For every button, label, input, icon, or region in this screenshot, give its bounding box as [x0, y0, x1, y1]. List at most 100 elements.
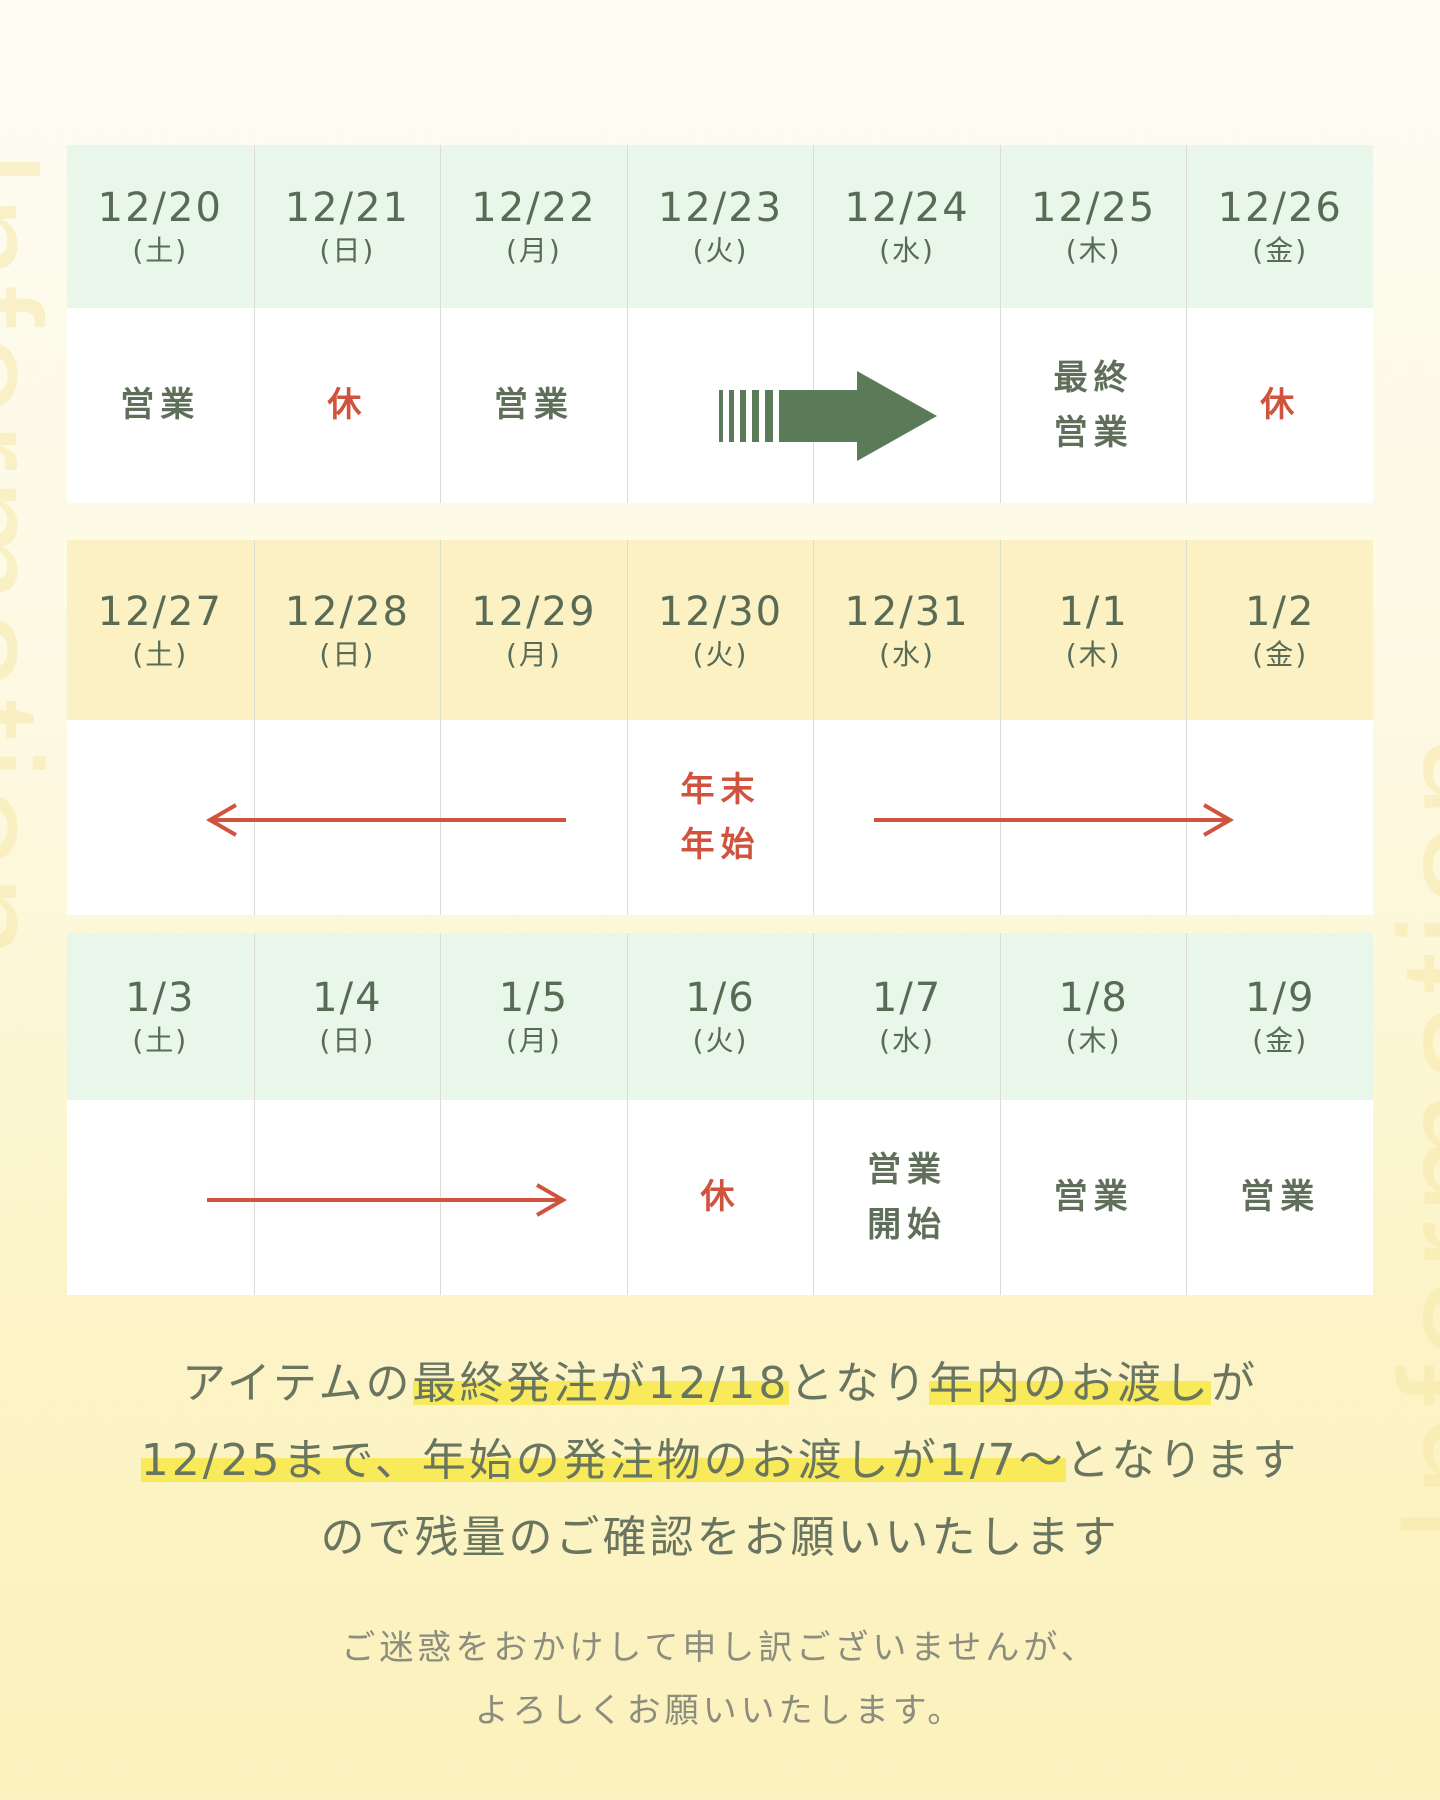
- date: 12/20: [97, 185, 223, 232]
- weekday: (日): [319, 1024, 376, 1058]
- weekday: (金): [1252, 637, 1309, 671]
- day-status: [440, 1100, 627, 1295]
- date: 12/30: [657, 588, 784, 635]
- date-header: 1/8 (木): [999, 933, 1187, 1100]
- date-header: 12/24 (水): [813, 145, 1000, 308]
- closing-message: ご迷惑をおかけして申し訳ございませんが、 よろしくお願いいたします。: [0, 1617, 1440, 1743]
- date-header: 12/20 (土): [67, 145, 254, 308]
- day-status: [67, 720, 254, 915]
- date: 12/22: [471, 185, 597, 232]
- date: 12/29: [471, 588, 597, 635]
- notice-line-1: アイテムの最終発注が12/18となり年内のお渡しが: [0, 1345, 1440, 1422]
- weekday: (土): [132, 1024, 189, 1058]
- weekday: (木): [1065, 1024, 1122, 1058]
- week-header-row: 12/20 (土) 12/21 (日) 12/22 (月) 12/23 (火) 12/24 (水)…: [67, 145, 1373, 308]
- closing-line-1: ご迷惑をおかけして申し訳ございませんが、: [341, 1628, 1099, 1668]
- date: 12/23: [657, 185, 784, 232]
- highlight: 年始の発注物のお渡しが1/7～: [421, 1435, 1066, 1486]
- day-status: [253, 720, 441, 915]
- week-header-row: 12/27 (土) 12/28 (日) 12/29 (月) 12/30 (火) 12/31 (水)…: [67, 540, 1373, 720]
- weekday: (火): [692, 234, 749, 268]
- date: 12/31: [844, 588, 970, 635]
- date: 1/1: [1058, 588, 1129, 635]
- day-status: [999, 720, 1187, 915]
- date: 1/9: [1245, 975, 1316, 1022]
- date: 12/24: [844, 185, 970, 232]
- notice-message: アイテムの最終発注が12/18となり年内のお渡しが 12/25まで、年始の発注物…: [0, 1345, 1440, 1576]
- date: 1/6: [685, 975, 756, 1022]
- date-header: 1/7 (水): [813, 933, 1000, 1100]
- day-status: [813, 720, 1000, 915]
- weekday: (土): [132, 637, 189, 671]
- text: が: [1211, 1358, 1259, 1409]
- date: 1/8: [1058, 975, 1129, 1022]
- text: となり: [789, 1358, 930, 1409]
- day-status: [253, 1100, 441, 1295]
- date-header: 1/3 (土): [67, 933, 254, 1100]
- date: 1/3: [125, 975, 196, 1022]
- weekday: (金): [1252, 1024, 1309, 1058]
- weekday: (月): [505, 234, 562, 268]
- weekday: (火): [692, 637, 749, 671]
- weekday: (土): [132, 234, 189, 268]
- date-header: 12/29 (月): [440, 540, 627, 720]
- date-header: 1/6 (火): [626, 933, 814, 1100]
- date: 12/25: [1030, 185, 1157, 232]
- day-status: [440, 720, 627, 915]
- weekday: (水): [879, 234, 935, 268]
- date-header: 12/23 (火): [626, 145, 814, 308]
- day-status: [813, 308, 1000, 503]
- highlight: 年内のお渡し: [929, 1358, 1212, 1409]
- day-status: 営業: [999, 1100, 1187, 1295]
- highlight: 最終発注が12/18: [412, 1358, 790, 1409]
- week-status-row: 年末 年始: [67, 720, 1373, 915]
- weekday: (木): [1065, 234, 1122, 268]
- date: 1/5: [498, 975, 570, 1022]
- date-header: 12/31 (水): [813, 540, 1000, 720]
- date: 12/28: [284, 588, 410, 635]
- week-status-row: 休営業 開始 営業 営業: [67, 1100, 1373, 1295]
- day-status: 休: [253, 308, 441, 503]
- date-header: 12/25 (木): [999, 145, 1187, 308]
- text: アイテムの: [181, 1358, 413, 1409]
- day-status: [67, 1100, 254, 1295]
- weekday: (木): [1065, 637, 1122, 671]
- date-header: 1/2 (金): [1186, 540, 1373, 720]
- weekday: (日): [319, 637, 376, 671]
- day-status: 営業: [67, 308, 254, 503]
- day-status: 営業: [440, 308, 627, 503]
- weekday: (日): [319, 234, 376, 268]
- weekday: (月): [505, 1024, 562, 1058]
- week-header-row: 1/3 (土) 1/4 (日) 1/5 (月) 1/6 (火) 1/7 (水) 1/8 (木) 1/9(…: [67, 933, 1373, 1100]
- week-status-row: 営業休営業 最終 営業休: [67, 308, 1373, 503]
- day-status: [1186, 720, 1373, 915]
- weekday: (水): [879, 637, 935, 671]
- date-header: 12/30 (火): [626, 540, 814, 720]
- day-status: 休: [1186, 308, 1373, 503]
- day-status: 年末 年始: [626, 720, 814, 915]
- notice-line-2: 12/25まで、年始の発注物のお渡しが1/7～となります: [0, 1422, 1440, 1499]
- day-status: 最終 営業: [999, 308, 1187, 503]
- date: 1/2: [1245, 588, 1316, 635]
- date-header: 1/5 (月): [440, 933, 627, 1100]
- weekday: (水): [879, 1024, 935, 1058]
- day-status: [626, 308, 814, 503]
- date-header: 12/26 (金): [1186, 145, 1373, 308]
- day-status: 営業 開始: [813, 1100, 1000, 1295]
- date-header: 12/21 (日): [253, 145, 441, 308]
- date: 12/26: [1217, 185, 1343, 232]
- weekday: (火): [692, 1024, 749, 1058]
- date-header: 12/28 (日): [253, 540, 441, 720]
- date: 12/21: [284, 185, 410, 232]
- weekday: (月): [505, 637, 562, 671]
- day-status: 営業: [1186, 1100, 1373, 1295]
- notice-line-3: ので残量のご確認をお願いいたします: [320, 1512, 1120, 1563]
- date-header: 1/9 (金): [1186, 933, 1373, 1100]
- date: 1/7: [871, 975, 943, 1022]
- highlight: 12/25まで、: [140, 1435, 422, 1486]
- date: 12/27: [97, 588, 223, 635]
- date-header: 12/22 (月): [440, 145, 627, 308]
- closing-line-2: よろしくお願いいたします。: [474, 1691, 966, 1731]
- date: 1/4: [312, 975, 383, 1022]
- date-header: 1/4 (日): [253, 933, 441, 1100]
